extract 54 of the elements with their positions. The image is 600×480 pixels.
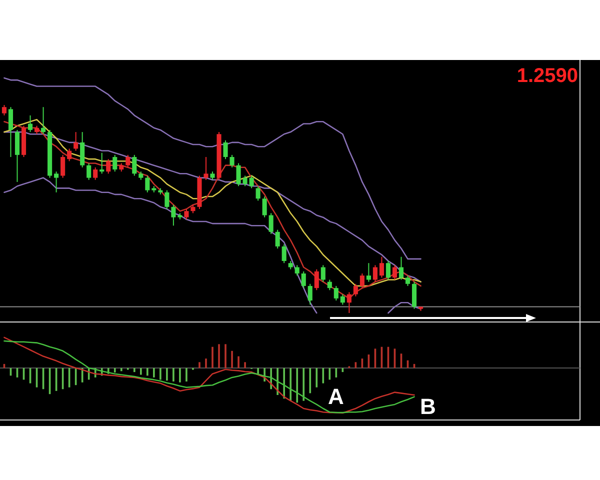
candlestick [74, 132, 78, 152]
candlestick [60, 154, 66, 178]
candlestick [242, 175, 248, 187]
candlestick [2, 104, 7, 116]
candlestick [327, 279, 332, 291]
candlestick [262, 196, 267, 218]
candlestick [230, 154, 234, 168]
candlestick [54, 171, 59, 193]
candlestick [353, 283, 358, 297]
candlestick [8, 106, 14, 158]
candlestick [80, 132, 85, 168]
candlestick [86, 162, 92, 180]
candlestick [184, 208, 189, 220]
candlestick [93, 166, 98, 180]
candlestick [405, 275, 410, 286]
candlestick [100, 152, 104, 174]
candlestick [268, 212, 274, 234]
candlestick [14, 129, 20, 182]
candlestick [360, 272, 364, 289]
candlestick [145, 175, 150, 193]
candlestick [249, 175, 254, 189]
candlestick [392, 264, 398, 280]
candlestick [67, 148, 72, 162]
candlestick [132, 154, 137, 176]
candlestick [301, 270, 306, 289]
candlestick [282, 244, 286, 264]
candlestick [314, 268, 319, 291]
candlestick [386, 260, 391, 280]
candlestick [256, 186, 260, 202]
candlestick [334, 285, 338, 302]
candlestick [294, 264, 300, 276]
candlestick [366, 262, 371, 282]
annotation: B [420, 394, 436, 419]
candlestick [204, 156, 208, 180]
candlestick [106, 158, 111, 174]
candlestick [126, 154, 130, 168]
candlestick [171, 204, 176, 226]
candlestick [379, 256, 384, 278]
candlestick [41, 106, 46, 135]
candlestick [112, 154, 118, 172]
candlestick [28, 114, 33, 133]
candlestick [236, 162, 241, 187]
candlestick [320, 264, 326, 282]
text: 1.2590 [516, 65, 578, 87]
candlestick [372, 264, 378, 282]
candlestick [398, 256, 404, 280]
candlestick [275, 229, 280, 250]
candlestick [412, 281, 417, 310]
candlestick [223, 140, 228, 160]
annotation: A [328, 384, 344, 409]
candlestick [346, 292, 352, 314]
candlestick [308, 283, 312, 306]
candlestick [340, 294, 345, 306]
candlestick [164, 190, 170, 210]
